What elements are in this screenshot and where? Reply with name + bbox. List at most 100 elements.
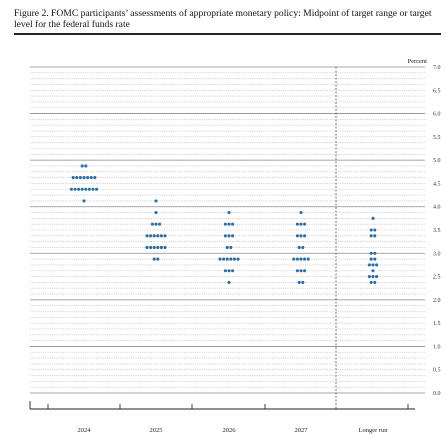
participant-dot: [299, 234, 303, 238]
y-tick-label: 5.5: [433, 135, 441, 141]
participant-dot: [229, 245, 233, 250]
participant-dot: [156, 257, 160, 261]
participant-dot: [371, 275, 375, 279]
participant-dot: [149, 234, 153, 238]
dot-column-longer-run: [367, 216, 379, 284]
participant-dot: [80, 187, 84, 191]
participant-dot: [222, 257, 226, 261]
participant-dot: [371, 269, 375, 273]
participant-dot: [75, 176, 79, 180]
y-tick-label: 7.0: [433, 65, 441, 71]
participant-dot: [295, 269, 299, 273]
participant-dot: [145, 234, 149, 238]
x-axis-category-labels: 2024 2025 2026 2027 Longer run: [78, 427, 389, 434]
participant-dot: [223, 269, 227, 273]
participant-dot: [78, 176, 82, 180]
participant-dot: [297, 280, 301, 284]
y-tick-label: 3.5: [433, 228, 441, 234]
y-tick-label: 4.5: [433, 181, 441, 187]
y-tick-label: 0.0: [433, 391, 441, 397]
x-category-label-2027: 2027: [295, 427, 309, 434]
participant-dot: [373, 228, 377, 232]
participant-dot: [373, 251, 377, 255]
participant-dot: [369, 280, 373, 284]
participant-dot: [375, 275, 379, 279]
title-rule: [14, 33, 441, 35]
y-tick-label: 4.0: [433, 205, 441, 211]
participant-dot: [303, 222, 307, 226]
participant-dot: [163, 245, 167, 250]
participant-dot: [149, 245, 153, 250]
y-tick-label: 1.0: [433, 344, 441, 350]
participant-dot: [218, 257, 222, 261]
participant-dot: [299, 269, 303, 273]
participant-dot: [231, 234, 235, 238]
participant-dot: [303, 257, 307, 261]
participant-dot: [154, 210, 158, 215]
participant-dot: [154, 199, 158, 203]
participant-dot: [231, 269, 235, 273]
participant-dot: [371, 216, 375, 220]
participant-dot: [150, 222, 154, 226]
y-tick-label: 3.0: [433, 251, 441, 257]
x-category-label-2025: 2025: [150, 427, 163, 434]
participant-dot: [295, 222, 299, 226]
participant-dot: [295, 234, 299, 238]
participant-dot: [69, 187, 73, 191]
participant-dot: [367, 275, 371, 279]
y-tick-label: 6.0: [433, 112, 441, 118]
participant-dot: [163, 234, 167, 238]
participant-dot: [375, 263, 379, 267]
participant-dot: [373, 234, 377, 238]
participant-dot: [80, 164, 84, 168]
participant-dot: [227, 234, 231, 238]
participant-dot: [225, 245, 229, 250]
y-axis-tick-labels: 0.0 0.5 1.0 1.5 2.0 2.5 3.0 3.5 4.0 4.5 5.0 5.5 6.0 6…: [433, 65, 441, 397]
participant-dot: [73, 187, 77, 191]
participant-dot: [156, 234, 160, 238]
participant-dot: [301, 245, 305, 250]
participant-dot: [301, 280, 305, 284]
participant-dot: [369, 257, 373, 261]
participant-dot: [231, 222, 235, 226]
participant-dot: [159, 234, 163, 238]
participant-dot: [232, 257, 236, 261]
chart-title: Figure 2. FOMC participants’ assessments…: [14, 8, 432, 30]
participant-dot: [91, 187, 95, 191]
participant-dot: [87, 187, 91, 191]
participant-dot: [227, 280, 231, 284]
participant-dot: [84, 164, 88, 168]
participant-dot: [154, 222, 158, 226]
participant-dot: [152, 257, 156, 261]
x-category-label-2024: 2024: [78, 427, 92, 434]
participant-dot: [297, 245, 301, 250]
participant-dot: [292, 257, 296, 261]
dot-column-2026: [218, 210, 240, 284]
dot-column-2024: [69, 164, 99, 203]
grid-lines: [30, 66, 425, 394]
dot-column-2025: [145, 199, 167, 261]
participant-dot: [369, 228, 373, 232]
participant-dot: [152, 234, 156, 238]
participant-dot: [303, 269, 307, 273]
participant-dot: [156, 245, 160, 250]
participant-dot: [84, 187, 88, 191]
y-tick-label: 2.0: [433, 298, 441, 304]
y-axis-unit-label: Percent: [408, 58, 428, 65]
y-tick-label: 0.5: [433, 368, 441, 374]
participant-dot: [93, 176, 97, 180]
y-tick-label: 1.5: [433, 321, 441, 327]
participant-dot: [371, 263, 375, 267]
participant-dot: [159, 245, 163, 250]
participant-dot: [295, 257, 299, 261]
participant-dot: [373, 257, 377, 261]
y-tick-label: 5.0: [433, 158, 441, 164]
y-tick-label: 6.5: [433, 88, 441, 94]
participant-dot: [145, 245, 149, 250]
x-axis: [29, 67, 415, 410]
participant-dot: [369, 234, 373, 238]
participant-dot: [369, 251, 373, 255]
participant-dot: [71, 176, 75, 180]
participant-dot: [158, 222, 162, 226]
